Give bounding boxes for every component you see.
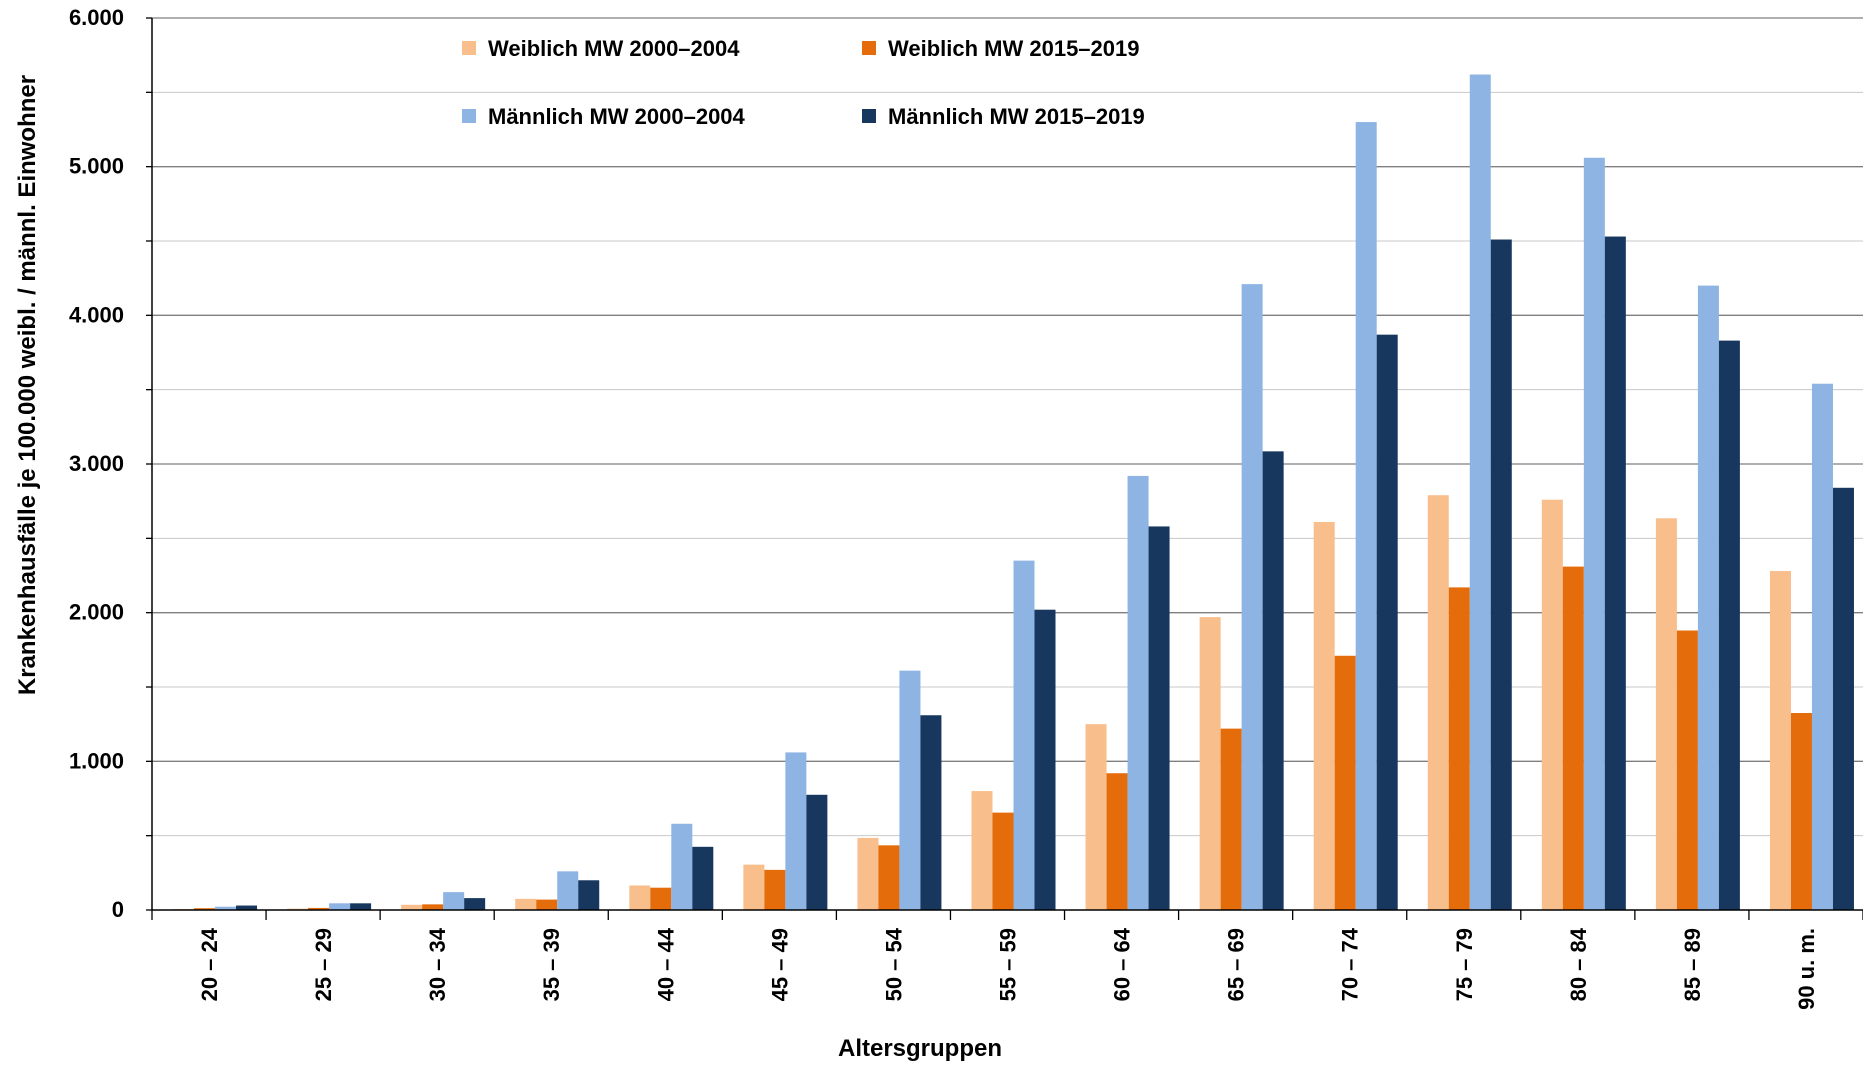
bar-4-14 bbox=[1718, 340, 1740, 910]
bar-4-13 bbox=[1604, 236, 1626, 911]
bar-1-9 bbox=[1085, 724, 1107, 910]
y-tick-label: 0 bbox=[112, 897, 124, 922]
y-axis-title: Krankenhausfälle je 100.000 weibl. / män… bbox=[14, 75, 41, 695]
bar-4-6 bbox=[806, 794, 828, 910]
legend-swatch bbox=[862, 109, 876, 123]
y-tick-label: 1.000 bbox=[69, 748, 124, 773]
x-tick-label: 30 – 34 bbox=[425, 927, 450, 1001]
bar-3-9 bbox=[1127, 475, 1149, 910]
x-axis-title: Altersgruppen bbox=[838, 1035, 1002, 1062]
bar-3-3 bbox=[443, 892, 465, 910]
x-tick-labels: 20 – 24 25 – 29 30 – 34 35 – 39 40 – 44 45 – … bbox=[197, 927, 1819, 1010]
x-tick-label: 90 u. m. bbox=[1794, 928, 1819, 1010]
x-tick-label: 60 – 64 bbox=[1110, 927, 1135, 1001]
x-tick-label: 55 – 59 bbox=[996, 928, 1021, 1001]
bar-2-15 bbox=[1790, 713, 1812, 910]
bar-2-10 bbox=[1220, 728, 1242, 910]
bar-2-7 bbox=[878, 845, 900, 910]
legend-swatch bbox=[462, 41, 476, 55]
y-tick-labels: 0 1.000 2.000 3.000 4.000 5.000 6.000 bbox=[69, 5, 124, 922]
bar-4-10 bbox=[1262, 451, 1284, 910]
bar-3-6 bbox=[785, 752, 807, 910]
legend-label: Männlich MW 2015–2019 bbox=[888, 104, 1145, 129]
bar-3-15 bbox=[1811, 383, 1833, 911]
bar-2-9 bbox=[1106, 773, 1128, 910]
bar-3-12 bbox=[1469, 74, 1491, 910]
bar-1-11 bbox=[1313, 521, 1335, 910]
bar-3-14 bbox=[1697, 285, 1719, 911]
legend-label: Männlich MW 2000–2004 bbox=[488, 104, 746, 129]
bar-4-2 bbox=[350, 903, 372, 910]
bar-4-11 bbox=[1376, 334, 1398, 910]
x-tick-label: 25 – 29 bbox=[311, 928, 336, 1001]
bar-3-4 bbox=[557, 871, 579, 910]
legend-swatch bbox=[462, 109, 476, 123]
legend-swatch bbox=[862, 41, 876, 55]
x-tick-label: 80 – 84 bbox=[1566, 927, 1591, 1001]
bar-4-3 bbox=[464, 898, 486, 910]
legend: Weiblich MW 2000–2004 Weiblich MW 2015–20… bbox=[462, 36, 1145, 129]
x-tick-label: 35 – 39 bbox=[539, 928, 564, 1001]
bar-4-4 bbox=[578, 880, 600, 910]
bar-2-8 bbox=[992, 812, 1014, 910]
x-tick-label: 45 – 49 bbox=[767, 928, 792, 1001]
bar-1-7 bbox=[857, 837, 879, 910]
x-tick-label: 70 – 74 bbox=[1338, 927, 1363, 1001]
bar-2-5 bbox=[650, 887, 672, 910]
y-tick-label: 6.000 bbox=[69, 5, 124, 30]
x-tick-label: 75 – 79 bbox=[1452, 928, 1477, 1001]
x-tick-label: 40 – 44 bbox=[653, 927, 678, 1001]
bar-1-5 bbox=[629, 885, 651, 910]
bar-2-13 bbox=[1562, 566, 1584, 910]
bar-1-4 bbox=[515, 898, 537, 910]
bar-4-1 bbox=[236, 905, 258, 910]
x-tick-label: 50 – 54 bbox=[881, 927, 906, 1001]
bar-2-2 bbox=[308, 907, 330, 910]
bar-1-15 bbox=[1769, 571, 1791, 910]
bar-4-9 bbox=[1148, 526, 1170, 910]
bar-3-10 bbox=[1241, 284, 1263, 910]
y-tick-label: 4.000 bbox=[69, 302, 124, 327]
bar-2-11 bbox=[1334, 655, 1356, 910]
gridlines bbox=[152, 17, 1863, 837]
bar-2-12 bbox=[1448, 587, 1470, 910]
bar-1-12 bbox=[1427, 495, 1449, 910]
legend-label: Weiblich MW 2000–2004 bbox=[488, 36, 740, 61]
x-tick-label: 20 – 24 bbox=[197, 927, 222, 1001]
bar-4-15 bbox=[1832, 487, 1854, 910]
bar-2-1 bbox=[194, 908, 216, 910]
bar-4-5 bbox=[692, 846, 714, 910]
axes bbox=[146, 17, 1863, 920]
bar-2-3 bbox=[422, 904, 444, 910]
y-tick-label: 2.000 bbox=[69, 600, 124, 625]
bar-1-6 bbox=[743, 864, 765, 910]
legend-label: Weiblich MW 2015–2019 bbox=[888, 36, 1140, 61]
bar-3-5 bbox=[671, 823, 693, 910]
x-tick-label: 85 – 89 bbox=[1680, 928, 1705, 1001]
bar-3-2 bbox=[329, 903, 351, 910]
bars bbox=[173, 74, 1854, 911]
bar-3-7 bbox=[899, 670, 921, 910]
bar-2-14 bbox=[1676, 630, 1698, 910]
y-tick-label: 5.000 bbox=[69, 154, 124, 179]
y-tick-label: 3.000 bbox=[69, 451, 124, 476]
bar-1-13 bbox=[1541, 499, 1563, 910]
bar-2-4 bbox=[536, 899, 558, 910]
bar-4-7 bbox=[920, 715, 942, 910]
bar-1-10 bbox=[1199, 617, 1221, 910]
bar-3-1 bbox=[215, 906, 237, 910]
bar-1-8 bbox=[971, 791, 993, 910]
x-tick-label: 65 – 69 bbox=[1224, 928, 1249, 1001]
bar-4-12 bbox=[1490, 239, 1512, 911]
bar-3-11 bbox=[1355, 122, 1377, 911]
bar-2-6 bbox=[764, 869, 786, 910]
bar-4-8 bbox=[1034, 609, 1056, 910]
bar-1-3 bbox=[401, 904, 423, 910]
bar-3-13 bbox=[1583, 157, 1605, 910]
bar-1-14 bbox=[1655, 518, 1677, 910]
bar-3-8 bbox=[1013, 560, 1035, 910]
